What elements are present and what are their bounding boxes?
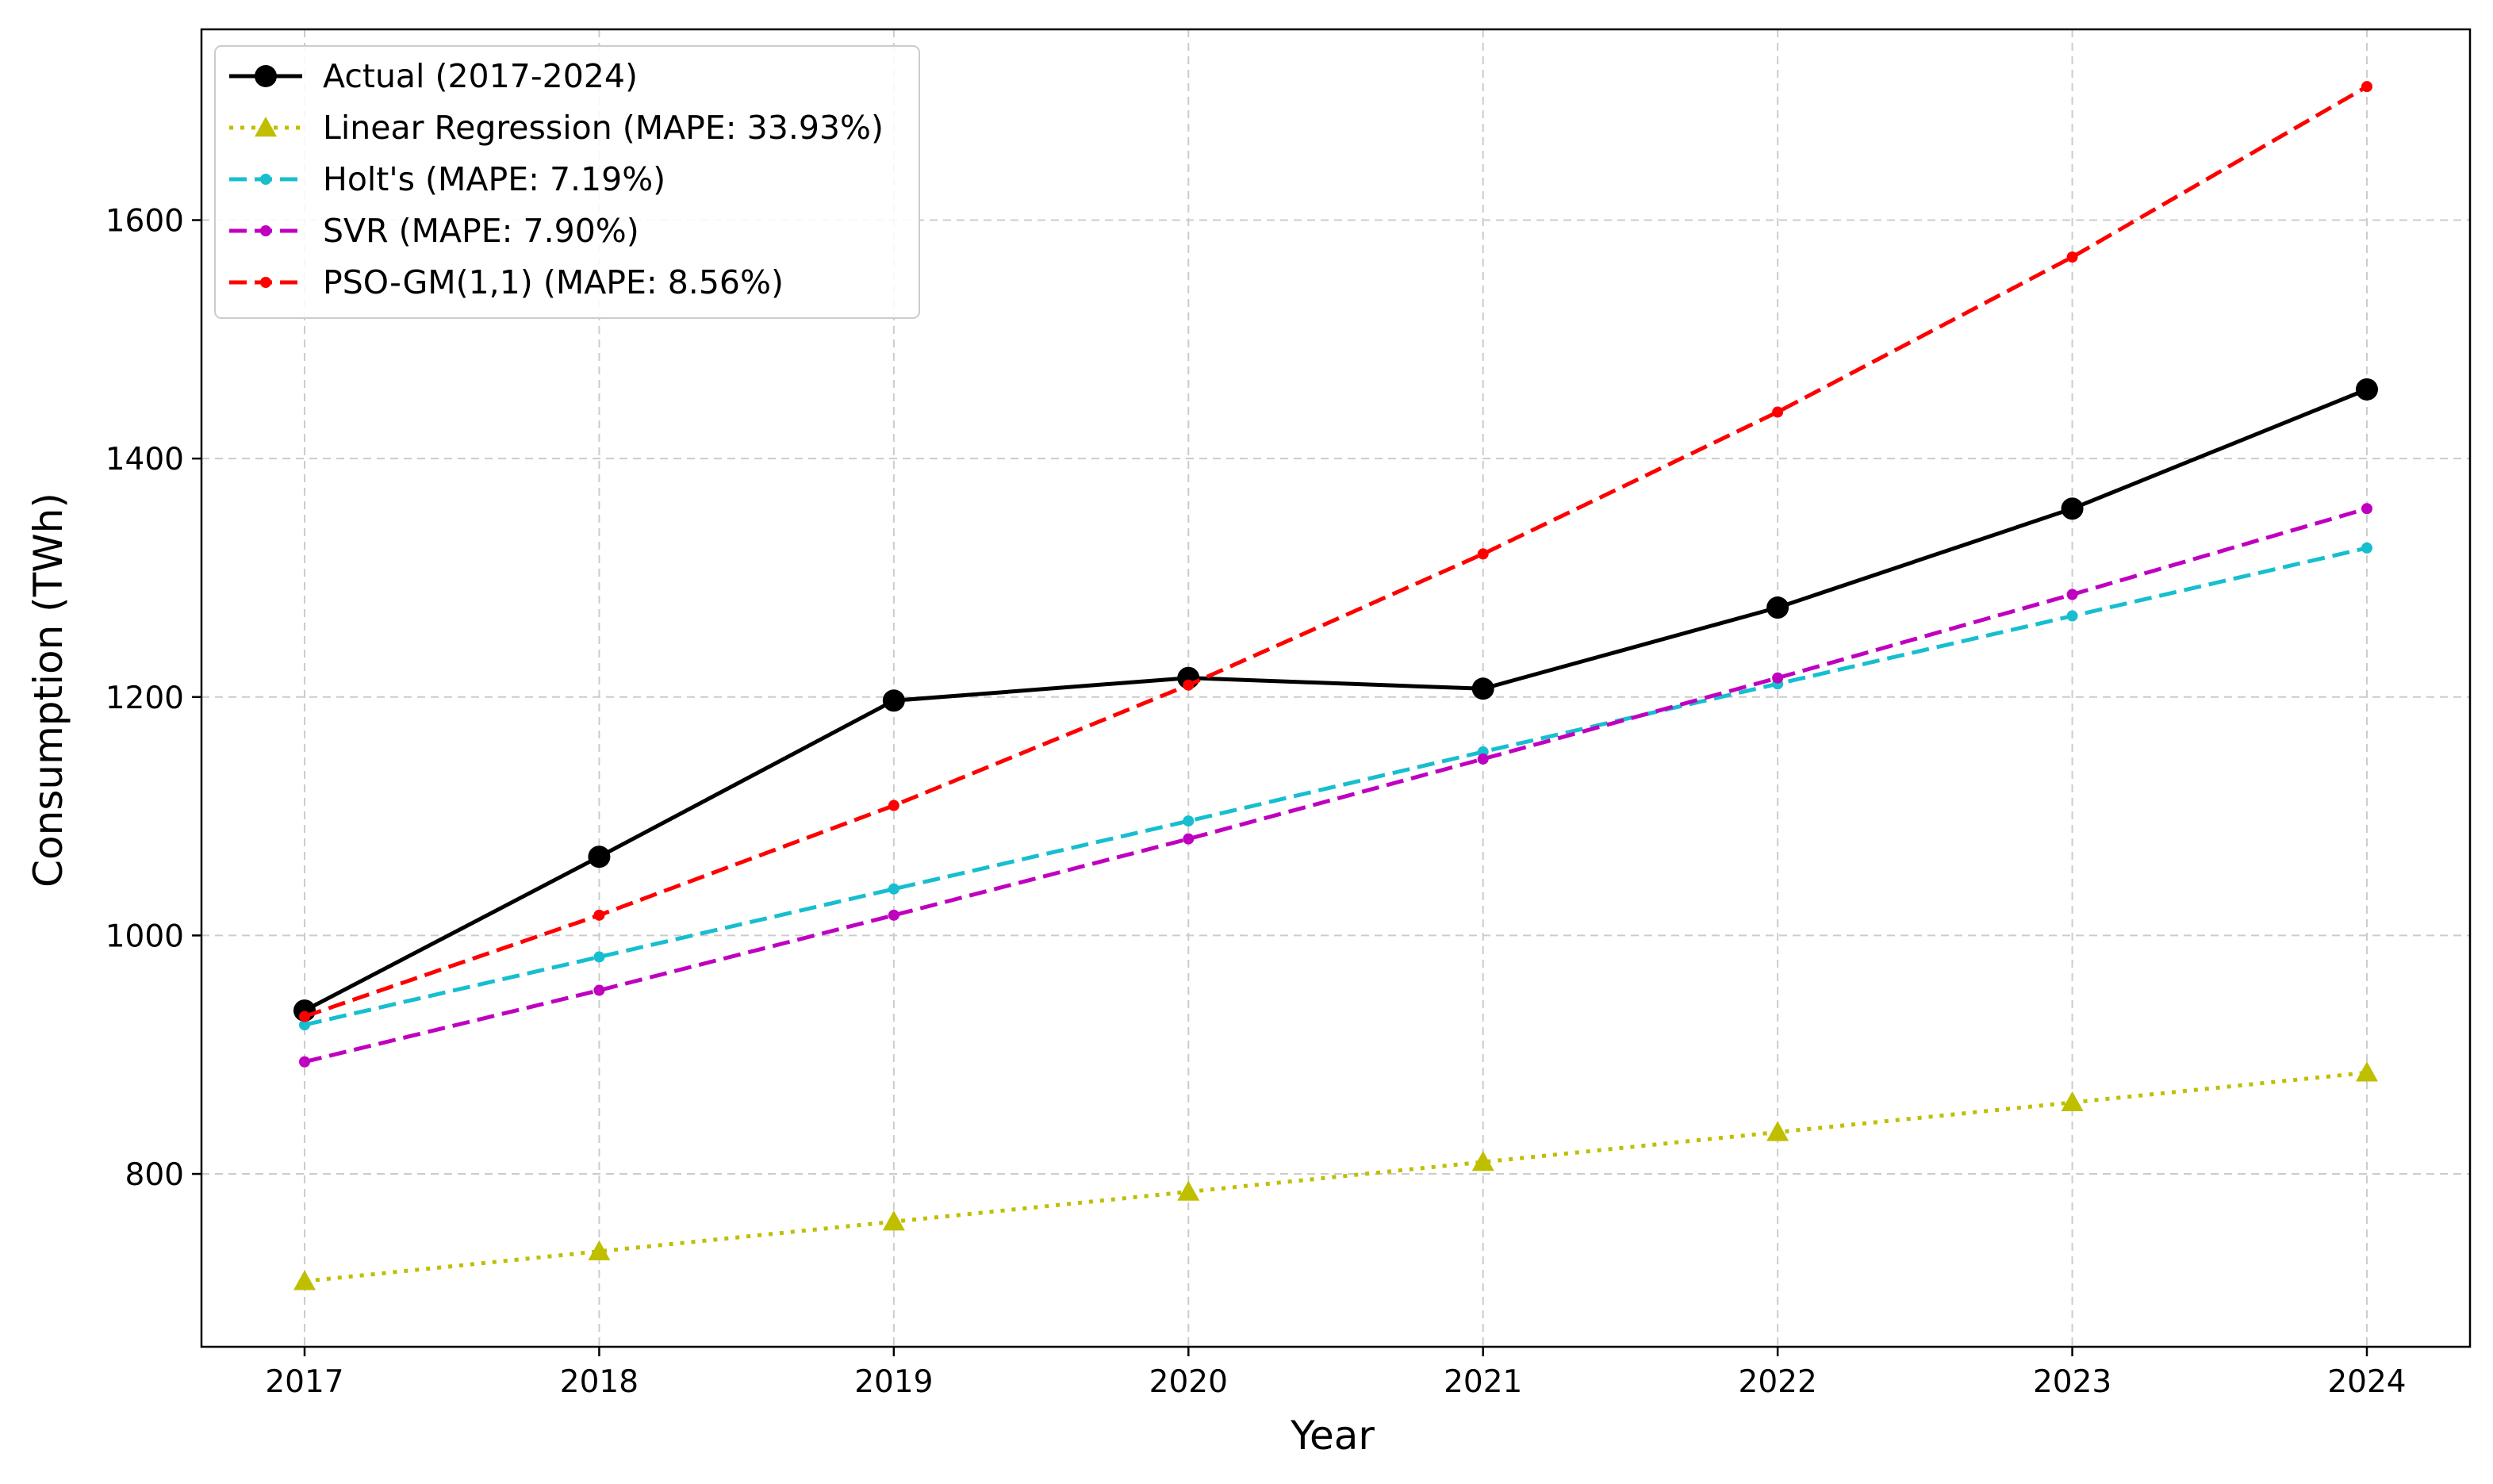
data-point bbox=[2066, 610, 2078, 622]
x-tick-label: 2018 bbox=[560, 1364, 639, 1400]
data-point bbox=[1471, 1151, 1494, 1171]
data-point bbox=[1772, 672, 1784, 684]
data-point bbox=[2356, 378, 2378, 401]
data-point bbox=[1766, 1121, 1789, 1141]
data-point bbox=[1471, 677, 1494, 700]
data-point bbox=[293, 1270, 316, 1290]
data-point bbox=[2361, 503, 2372, 515]
x-tick-label: 2020 bbox=[1149, 1364, 1228, 1400]
data-point bbox=[593, 909, 605, 921]
series-line bbox=[304, 1070, 2368, 1283]
data-point bbox=[2361, 81, 2372, 93]
y-tick-label: 1600 bbox=[105, 204, 184, 240]
data-point bbox=[888, 800, 899, 811]
y-tick-label: 1200 bbox=[105, 681, 184, 716]
series-line bbox=[304, 85, 2368, 1018]
data-point bbox=[1183, 833, 1195, 845]
data-point bbox=[1772, 406, 1784, 418]
data-point bbox=[2361, 542, 2372, 554]
series-layer bbox=[293, 81, 2378, 1290]
data-point bbox=[1766, 596, 1789, 619]
legend-label: Linear Regression (MAPE: 33.93%) bbox=[323, 109, 884, 147]
data-point bbox=[888, 883, 899, 895]
data-point bbox=[2356, 1061, 2378, 1082]
data-point bbox=[882, 1210, 905, 1231]
data-point bbox=[588, 846, 611, 869]
x-tick-label: 2019 bbox=[854, 1364, 933, 1400]
grid-layer bbox=[201, 29, 2470, 1347]
legend-marker bbox=[255, 65, 277, 87]
y-axis-label: Consumption (TWh) bbox=[25, 493, 71, 888]
legend-marker bbox=[260, 225, 271, 236]
data-point bbox=[882, 689, 905, 712]
series-line bbox=[304, 506, 2368, 1064]
x-tick-label: 2017 bbox=[265, 1364, 343, 1400]
data-point bbox=[2061, 1091, 2084, 1112]
legend-marker bbox=[260, 277, 271, 288]
x-tick-label: 2021 bbox=[1444, 1364, 1522, 1400]
series-line bbox=[304, 546, 2368, 1027]
legend-label: SVR (MAPE: 7.90%) bbox=[323, 212, 639, 250]
data-point bbox=[1183, 679, 1195, 691]
y-tick-label: 800 bbox=[125, 1157, 184, 1193]
legend-label: Holt's (MAPE: 7.19%) bbox=[323, 160, 665, 198]
data-point bbox=[299, 1056, 310, 1068]
x-tick-label: 2023 bbox=[2033, 1364, 2111, 1400]
data-point bbox=[1177, 1180, 1200, 1201]
legend-label: PSO-GM(1,1) (MAPE: 8.56%) bbox=[323, 263, 784, 301]
data-point bbox=[1183, 815, 1195, 827]
data-point bbox=[593, 951, 605, 963]
x-tick-label: 2024 bbox=[2327, 1364, 2406, 1400]
series-line bbox=[303, 387, 2368, 1013]
legend-marker bbox=[260, 174, 271, 185]
axes-layer: 2017 2018 2019 2020 2021 2022 2023 2024 800 1000 1… bbox=[105, 28, 2472, 1400]
legend-box bbox=[214, 45, 920, 319]
data-point bbox=[2066, 589, 2078, 600]
data-point bbox=[2061, 497, 2084, 520]
y-tick-label: 1000 bbox=[105, 918, 184, 954]
data-point bbox=[299, 1010, 310, 1022]
data-point bbox=[1477, 548, 1489, 560]
data-point bbox=[1477, 753, 1489, 765]
data-point bbox=[2066, 251, 2078, 263]
y-tick-label: 1400 bbox=[105, 442, 184, 477]
data-point bbox=[888, 909, 899, 921]
legend-marker bbox=[255, 117, 277, 137]
data-point bbox=[588, 1240, 611, 1260]
plot-frame bbox=[200, 28, 2472, 1348]
x-tick-label: 2022 bbox=[1739, 1364, 1817, 1400]
x-axis-label: Year bbox=[1290, 1413, 1375, 1459]
data-point bbox=[593, 984, 605, 996]
data-point bbox=[299, 1019, 310, 1031]
legend-label: Actual (2017-2024) bbox=[323, 57, 638, 95]
legend: Actual (2017-2024) Linear Regression (MAP… bbox=[214, 45, 920, 319]
